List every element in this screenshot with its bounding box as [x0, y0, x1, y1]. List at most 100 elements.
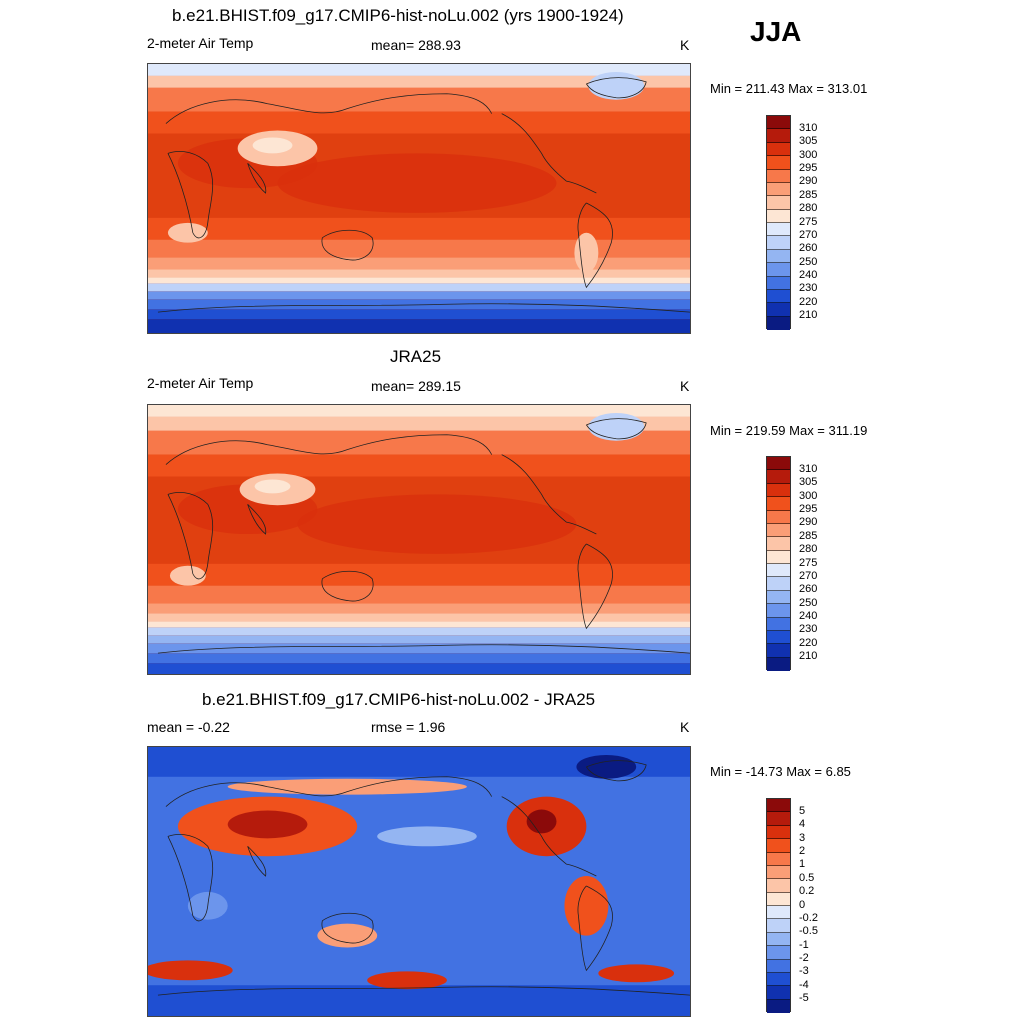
colorbar-tick-label: 5: [799, 804, 806, 817]
colorbar-tick-label: 230: [799, 623, 818, 636]
colorbar-swatch: [767, 564, 790, 578]
colorbar-swatch: [767, 223, 790, 237]
panel1-colorbar: [766, 115, 791, 330]
colorbar-tick-label: 285: [799, 529, 818, 542]
colorbar-tick-label: 1: [799, 858, 806, 871]
colorbar-tick-label: 305: [799, 135, 818, 148]
panel1-title: b.e21.BHIST.f09_g17.CMIP6-hist-noLu.002 …: [172, 6, 624, 25]
colorbar-swatch: [767, 483, 790, 498]
panel2-mean-label: mean= 289.15: [371, 378, 461, 394]
colorbar-swatch: [767, 590, 790, 605]
colorbar-swatch: [767, 892, 790, 906]
colorbar-swatch: [767, 946, 790, 960]
colorbar-swatch: [767, 550, 790, 564]
panel3-map: [147, 746, 691, 1017]
colorbar-swatch: [767, 852, 790, 866]
colorbar-swatch: [767, 263, 790, 277]
panel2-units: K: [680, 378, 690, 394]
panel2-colorbar: [766, 456, 791, 671]
colorbar-swatch: [767, 470, 790, 484]
colorbar-tick-label: 290: [799, 516, 818, 529]
colorbar-swatch: [767, 839, 790, 853]
colorbar-swatch: [767, 249, 790, 264]
colorbar-tick-label: 305: [799, 476, 818, 489]
colorbar-tick-label: 0.2: [799, 885, 815, 898]
colorbar-tick-label: 295: [799, 503, 818, 515]
colorbar-tick-label: 220: [799, 636, 818, 649]
colorbar-swatch: [767, 879, 790, 893]
colorbar-tick-label: -1: [799, 938, 809, 951]
panel2-title: JRA25: [390, 347, 442, 366]
colorbar-tick-label: 0.5: [799, 871, 815, 884]
colorbar-tick-label: 220: [799, 295, 818, 308]
colorbar-tick-label: 3: [799, 831, 806, 844]
panel3-mean-label: mean = -0.22: [147, 719, 230, 735]
colorbar-tick-label: 250: [799, 255, 818, 268]
colorbar-tick-label: 275: [799, 556, 818, 569]
colorbar-swatch: [767, 630, 790, 645]
colorbar-tick-label: -3: [799, 965, 809, 978]
panel3-colorbar: [766, 798, 791, 1013]
colorbar-tick-label: 2: [799, 845, 806, 857]
colorbar-tick-label: 4: [799, 818, 806, 831]
colorbar-tick-label: 310: [799, 121, 818, 134]
colorbar-swatch: [767, 919, 790, 933]
colorbar-swatch: [767, 657, 790, 671]
colorbar-tick-label: 300: [799, 489, 818, 502]
colorbar-swatch: [767, 906, 790, 920]
colorbar-swatch: [767, 799, 790, 813]
panel2-minmax: Min = 219.59 Max = 311.19: [710, 423, 868, 438]
colorbar-swatch: [767, 825, 790, 840]
colorbar-tick-label: 0: [799, 898, 806, 911]
colorbar-swatch: [767, 156, 790, 170]
colorbar-tick-label: 260: [799, 583, 818, 596]
colorbar-swatch: [767, 812, 790, 826]
colorbar-tick-label: 270: [799, 228, 818, 241]
colorbar-swatch: [767, 972, 790, 987]
colorbar-tick-label: 280: [799, 543, 818, 556]
colorbar-tick-label: -2: [799, 952, 809, 964]
colorbar-tick-label: -0.5: [799, 925, 818, 938]
colorbar-tick-label: 210: [799, 650, 818, 663]
colorbar-swatch: [767, 209, 790, 223]
colorbar-tick-label: 280: [799, 202, 818, 215]
panel1-mean-label: mean= 288.93: [371, 37, 461, 53]
colorbar-tick-label: 300: [799, 148, 818, 161]
colorbar-swatch: [767, 577, 790, 591]
colorbar-swatch: [767, 644, 790, 658]
colorbar-swatch: [767, 932, 790, 947]
colorbar-tick-label: 290: [799, 175, 818, 188]
colorbar-swatch: [767, 604, 790, 618]
colorbar-tick-label: 230: [799, 282, 818, 295]
colorbar-swatch: [767, 457, 790, 471]
colorbar-swatch: [767, 986, 790, 1000]
colorbar-swatch: [767, 236, 790, 250]
panel2-map: [147, 404, 691, 675]
season-label: JJA: [750, 16, 802, 47]
colorbar-swatch: [767, 129, 790, 143]
colorbar-swatch: [767, 316, 790, 330]
panel3-units: K: [680, 719, 690, 735]
panel2-variable-label: 2-meter Air Temp: [147, 375, 254, 391]
colorbar-swatch: [767, 303, 790, 317]
colorbar-tick-label: 210: [799, 309, 818, 322]
colorbar-swatch: [767, 169, 790, 183]
panel3-title: b.e21.BHIST.f09_g17.CMIP6-hist-noLu.002 …: [202, 690, 596, 709]
colorbar-tick-label: -5: [799, 992, 809, 1005]
panel1-variable-label: 2-meter Air Temp: [147, 35, 254, 51]
colorbar-swatch: [767, 865, 790, 880]
colorbar-swatch: [767, 116, 790, 130]
colorbar-swatch: [767, 959, 790, 973]
colorbar-swatch: [767, 142, 790, 157]
colorbar-swatch: [767, 523, 790, 538]
panel3-rmse-label: rmse = 1.96: [371, 719, 446, 735]
colorbar-tick-label: 295: [799, 162, 818, 174]
colorbar-swatch: [767, 276, 790, 290]
colorbar-tick-label: 240: [799, 610, 818, 622]
panel1-minmax: Min = 211.43 Max = 313.01: [710, 81, 868, 96]
colorbar-swatch: [767, 196, 790, 210]
panel1-map: [147, 63, 691, 334]
colorbar-tick-label: 250: [799, 596, 818, 609]
colorbar-tick-label: 270: [799, 569, 818, 582]
colorbar-tick-label: 275: [799, 215, 818, 228]
